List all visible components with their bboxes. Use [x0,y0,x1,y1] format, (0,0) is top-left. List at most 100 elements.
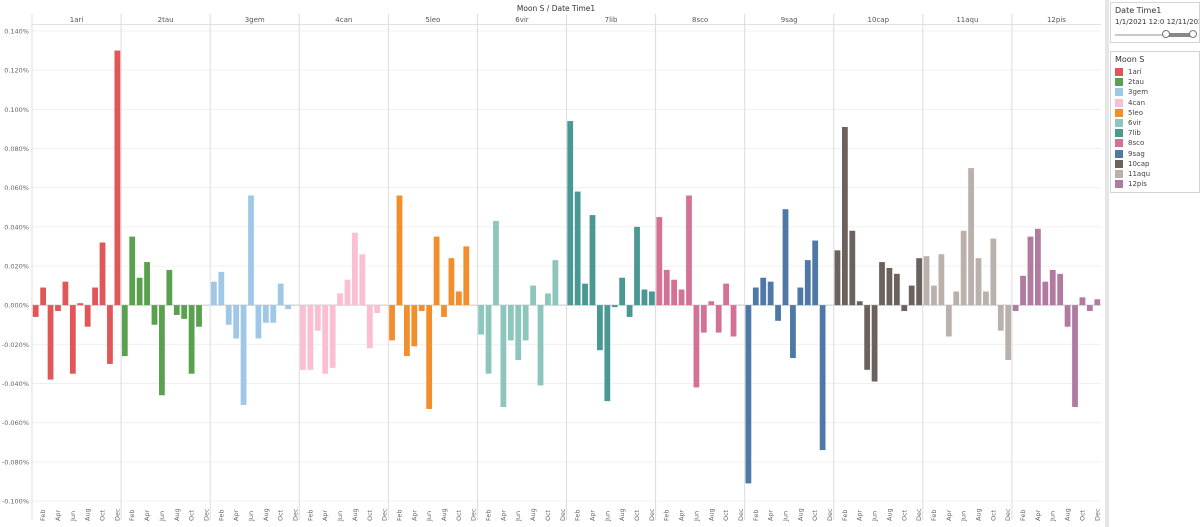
bar-8sco-2[interactable] [663,269,670,306]
bar-3gem-5[interactable] [240,305,247,406]
bar-1ari-9[interactable] [92,287,98,306]
bar-10cap-10[interactable] [901,305,908,312]
bar-1ari-2[interactable] [40,287,47,306]
legend-item-10cap[interactable]: 10cap [1111,159,1199,169]
bar-9sag-7[interactable] [790,305,796,359]
legend-item-11aqu[interactable]: 11aqu [1111,169,1199,179]
bar-11aqu-10[interactable] [990,238,997,306]
bar-4can-4[interactable] [322,305,329,374]
bar-7lib-8[interactable] [619,277,626,306]
bar-4can-5[interactable] [329,305,336,368]
bar-8sco-10[interactable] [723,283,730,306]
bar-10cap-2[interactable] [841,126,848,306]
bar-1ari-3[interactable] [47,305,54,380]
legend-item-12pis[interactable]: 12pis [1111,179,1199,189]
bar-4can-8[interactable] [352,232,358,306]
bar-6vir-11[interactable] [552,260,559,306]
bar-1ari-8[interactable] [84,305,91,327]
bar-11aqu-12[interactable] [1005,305,1012,360]
bar-1ari-12[interactable] [114,50,121,306]
bar-1ari-6[interactable] [69,305,76,374]
bar-8sco-8[interactable] [708,301,715,306]
bar-12pis-9[interactable] [1072,305,1078,407]
legend-item-9sag[interactable]: 9sag [1111,149,1199,159]
bar-2tau-9[interactable] [181,305,188,319]
bar-11aqu-4[interactable] [945,305,952,337]
bar-5leo-8[interactable] [441,305,447,317]
bar-10cap-6[interactable] [871,305,878,382]
bar-4can-10[interactable] [366,305,373,349]
bar-12pis-12[interactable] [1094,299,1101,306]
bar-11aqu-8[interactable] [975,258,982,306]
bar-12pis-11[interactable] [1086,305,1093,312]
legend-item-7lib[interactable]: 7lib [1111,128,1199,138]
bar-3gem-2[interactable] [218,271,225,306]
bar-10cap-11[interactable] [908,285,915,306]
bar-7lib-9[interactable] [626,305,633,317]
bar-11aqu-5[interactable] [953,291,960,306]
bar-9sag-6[interactable] [782,209,789,306]
bar-4can-1[interactable] [300,305,306,370]
bar-11aqu-6[interactable] [960,230,967,306]
bar-7lib-11[interactable] [641,289,648,306]
bar-8sco-4[interactable] [678,289,685,306]
bar-11aqu-7[interactable] [968,168,974,306]
bar-5leo-11[interactable] [463,246,470,306]
bar-11aqu-2[interactable] [931,285,937,306]
bar-2tau-7[interactable] [166,269,173,306]
bar-1ari-5[interactable] [62,281,69,306]
bar-5leo-4[interactable] [411,305,418,347]
bar-4can-9[interactable] [359,254,366,306]
bar-2tau-2[interactable] [129,236,136,306]
bar-12pis-6[interactable] [1049,269,1056,306]
bar-6vir-8[interactable] [530,285,536,306]
bar-2tau-10[interactable] [188,305,195,374]
bar-8sco-9[interactable] [715,305,722,333]
legend-item-8sco[interactable]: 8sco [1111,138,1199,148]
bar-5leo-6[interactable] [426,305,433,409]
bar-10cap-5[interactable] [864,305,871,370]
bar-7lib-6[interactable] [604,305,611,402]
bar-2tau-6[interactable] [159,305,165,396]
bar-4can-3[interactable] [314,305,321,331]
bar-6vir-5[interactable] [507,305,514,341]
bar-5leo-1[interactable] [389,305,395,341]
bar-10cap-12[interactable] [916,258,923,306]
bar-5leo-9[interactable] [448,258,455,306]
bar-10cap-4[interactable] [856,301,863,306]
bar-2tau-11[interactable] [196,305,202,327]
bar-11aqu-11[interactable] [997,305,1004,331]
bar-8sco-3[interactable] [671,279,678,306]
bar-9sag-2[interactable] [752,287,759,306]
bar-12pis-3[interactable] [1027,236,1034,306]
bar-2tau-3[interactable] [136,277,143,306]
bar-7lib-1[interactable] [567,121,574,306]
bar-3gem-6[interactable] [248,195,254,306]
bar-12pis-10[interactable] [1079,297,1086,306]
bar-6vir-6[interactable] [515,305,522,360]
bar-1ari-7[interactable] [77,303,84,306]
bar-6vir-10[interactable] [545,293,551,306]
bar-3gem-9[interactable] [270,305,277,323]
bar-8sco-1[interactable] [656,217,663,306]
bar-5leo-10[interactable] [455,291,462,306]
legend-item-5leo[interactable]: 5leo [1111,108,1199,118]
bar-6vir-9[interactable] [537,305,544,386]
bar-3gem-10[interactable] [277,283,284,306]
legend-item-6vir[interactable]: 6vir [1111,118,1199,128]
bar-3gem-3[interactable] [225,305,232,325]
bar-6vir-4[interactable] [500,305,507,407]
slider-end-handle[interactable] [1189,30,1197,38]
bar-9sag-8[interactable] [797,287,804,306]
bar-12pis-8[interactable] [1064,305,1071,327]
bar-11aqu-1[interactable] [923,256,930,306]
bar-8sco-11[interactable] [730,305,737,337]
bar-4can-6[interactable] [337,293,343,306]
bar-4can-7[interactable] [344,279,351,306]
bar-10cap-3[interactable] [849,230,856,306]
bar-12pis-2[interactable] [1020,275,1026,306]
bar-9sag-9[interactable] [804,260,811,306]
bar-10cap-9[interactable] [893,273,900,306]
bar-3gem-1[interactable] [210,281,217,306]
bar-7lib-12[interactable] [648,291,655,306]
